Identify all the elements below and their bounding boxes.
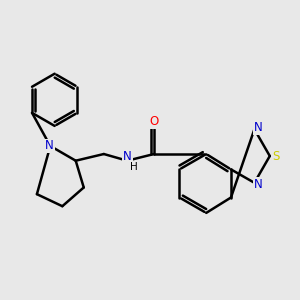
Text: S: S (272, 149, 280, 163)
Text: H: H (130, 162, 138, 172)
Text: N: N (254, 122, 263, 134)
Text: O: O (149, 115, 159, 128)
Text: N: N (123, 150, 132, 163)
Text: N: N (254, 178, 263, 190)
Text: N: N (45, 140, 54, 152)
